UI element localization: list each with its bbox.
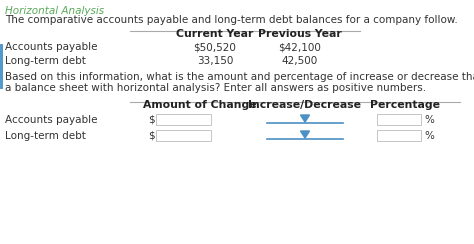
Text: $50,520: $50,520 <box>193 42 237 52</box>
Text: 42,500: 42,500 <box>282 56 318 66</box>
Text: Based on this information, what is the amount and percentage of increase or decr: Based on this information, what is the a… <box>5 72 474 82</box>
Text: Increase/Decrease: Increase/Decrease <box>248 100 362 110</box>
FancyBboxPatch shape <box>377 130 421 141</box>
Text: Percentage: Percentage <box>370 100 440 110</box>
FancyBboxPatch shape <box>156 113 211 125</box>
Polygon shape <box>301 115 310 122</box>
Text: Accounts payable: Accounts payable <box>5 115 98 125</box>
Text: a balance sheet with horizontal analysis? Enter all answers as positive numbers.: a balance sheet with horizontal analysis… <box>5 83 426 93</box>
Text: 33,150: 33,150 <box>197 56 233 66</box>
FancyBboxPatch shape <box>0 44 3 89</box>
Text: %: % <box>424 115 434 125</box>
Text: Horizontal Analysis: Horizontal Analysis <box>5 6 104 16</box>
FancyBboxPatch shape <box>156 130 211 141</box>
Text: $: $ <box>148 115 155 125</box>
Text: %: % <box>424 131 434 141</box>
Text: $: $ <box>148 131 155 141</box>
Polygon shape <box>301 131 310 138</box>
Text: $42,100: $42,100 <box>279 42 321 52</box>
FancyBboxPatch shape <box>377 113 421 125</box>
Text: Current Year: Current Year <box>176 29 254 39</box>
Text: Accounts payable: Accounts payable <box>5 42 98 52</box>
Text: Previous Year: Previous Year <box>258 29 342 39</box>
Text: Long-term debt: Long-term debt <box>5 56 86 66</box>
Text: Amount of Change: Amount of Change <box>143 100 257 110</box>
Text: The comparative accounts payable and long-term debt balances for a company follo: The comparative accounts payable and lon… <box>5 15 458 25</box>
Text: Long-term debt: Long-term debt <box>5 131 86 141</box>
